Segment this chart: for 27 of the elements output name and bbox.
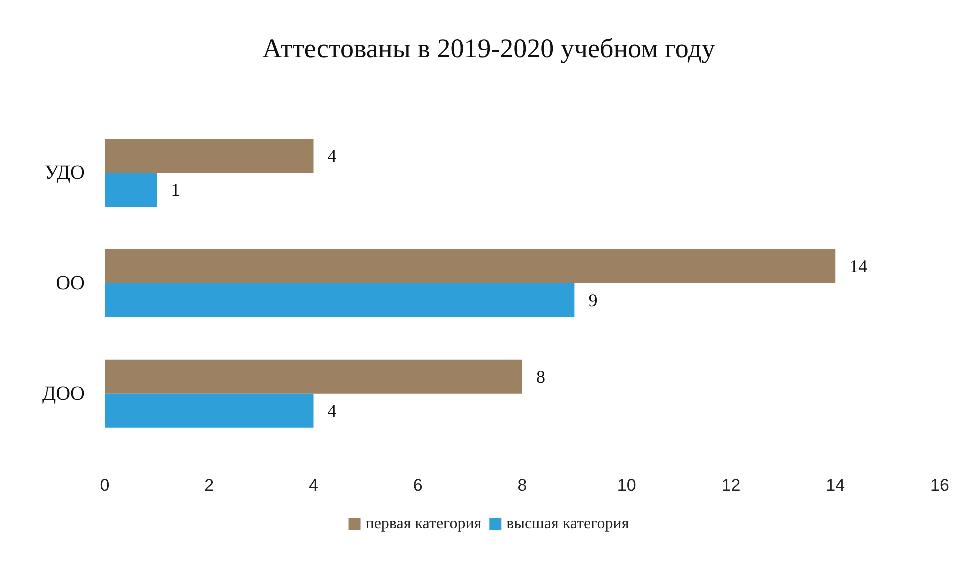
x-tick-label: 16	[930, 476, 950, 495]
y-tick-label: ОО	[56, 272, 85, 294]
x-tick-label: 10	[617, 476, 636, 495]
x-tick-label: 8	[518, 476, 528, 495]
bar	[105, 360, 522, 394]
data-label: 4	[328, 146, 337, 166]
data-label: 14	[850, 256, 868, 276]
data-label: 1	[171, 180, 180, 200]
data-label: 4	[328, 400, 337, 421]
bar	[105, 284, 575, 318]
y-tick-label: ДОО	[42, 382, 85, 405]
legend-label: высшая категория	[506, 516, 630, 532]
bar	[105, 250, 836, 284]
data-label: 9	[588, 290, 598, 310]
bar	[105, 394, 314, 428]
chart-title: Аттестованы в 2019-2020 учебном году	[262, 34, 716, 64]
bar	[105, 139, 314, 174]
bar	[105, 173, 158, 208]
x-tick-label: 6	[413, 476, 423, 495]
y-tick-label: УДО	[44, 162, 85, 184]
x-tick-label: 2	[204, 476, 214, 495]
data-label: 8	[536, 366, 546, 387]
x-tick-label: 0	[100, 476, 110, 495]
x-tick-label: 4	[309, 476, 318, 495]
x-tick-label: 12	[722, 476, 741, 495]
legend-label: первая категория	[366, 516, 482, 532]
x-tick-label: 14	[826, 476, 846, 495]
